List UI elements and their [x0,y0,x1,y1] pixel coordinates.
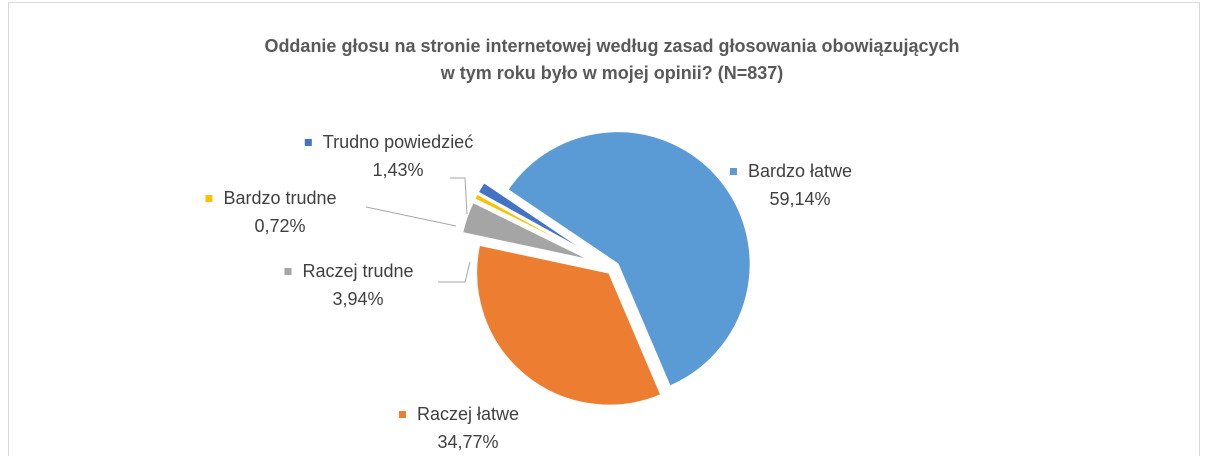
leader-line [438,261,471,283]
leader-line [365,206,457,227]
pie-slice [476,180,595,258]
slice-value: 0,72% [254,216,305,236]
slice-value: 59,14% [769,189,830,209]
legend-key [205,195,213,202]
slice-value: 3,94% [332,289,383,309]
slice-label: Bardzo łatwe [748,161,852,181]
slice-label: Trudno powiedzieć [323,132,473,152]
slice-value: 1,43% [372,160,423,180]
slice-label: Raczej łatwe [417,404,519,424]
legend-key [284,268,292,275]
pie-slice [460,200,593,262]
slice-label: Raczej trudne [302,261,413,281]
legend-key [729,168,737,175]
legend-key [304,139,312,146]
pie-slice [475,243,663,407]
chart-title: w tym roku było w mojej opinii? (N=837) [440,63,784,83]
slice-value: 34,77% [437,432,498,452]
slice-label: Bardzo trudne [223,188,336,208]
chart-title: Oddanie głosu na stronie internetowej we… [264,36,959,56]
pie-slice [472,192,594,259]
pie-slice [505,130,752,388]
legend-key [398,411,406,418]
leader-line [450,177,468,215]
